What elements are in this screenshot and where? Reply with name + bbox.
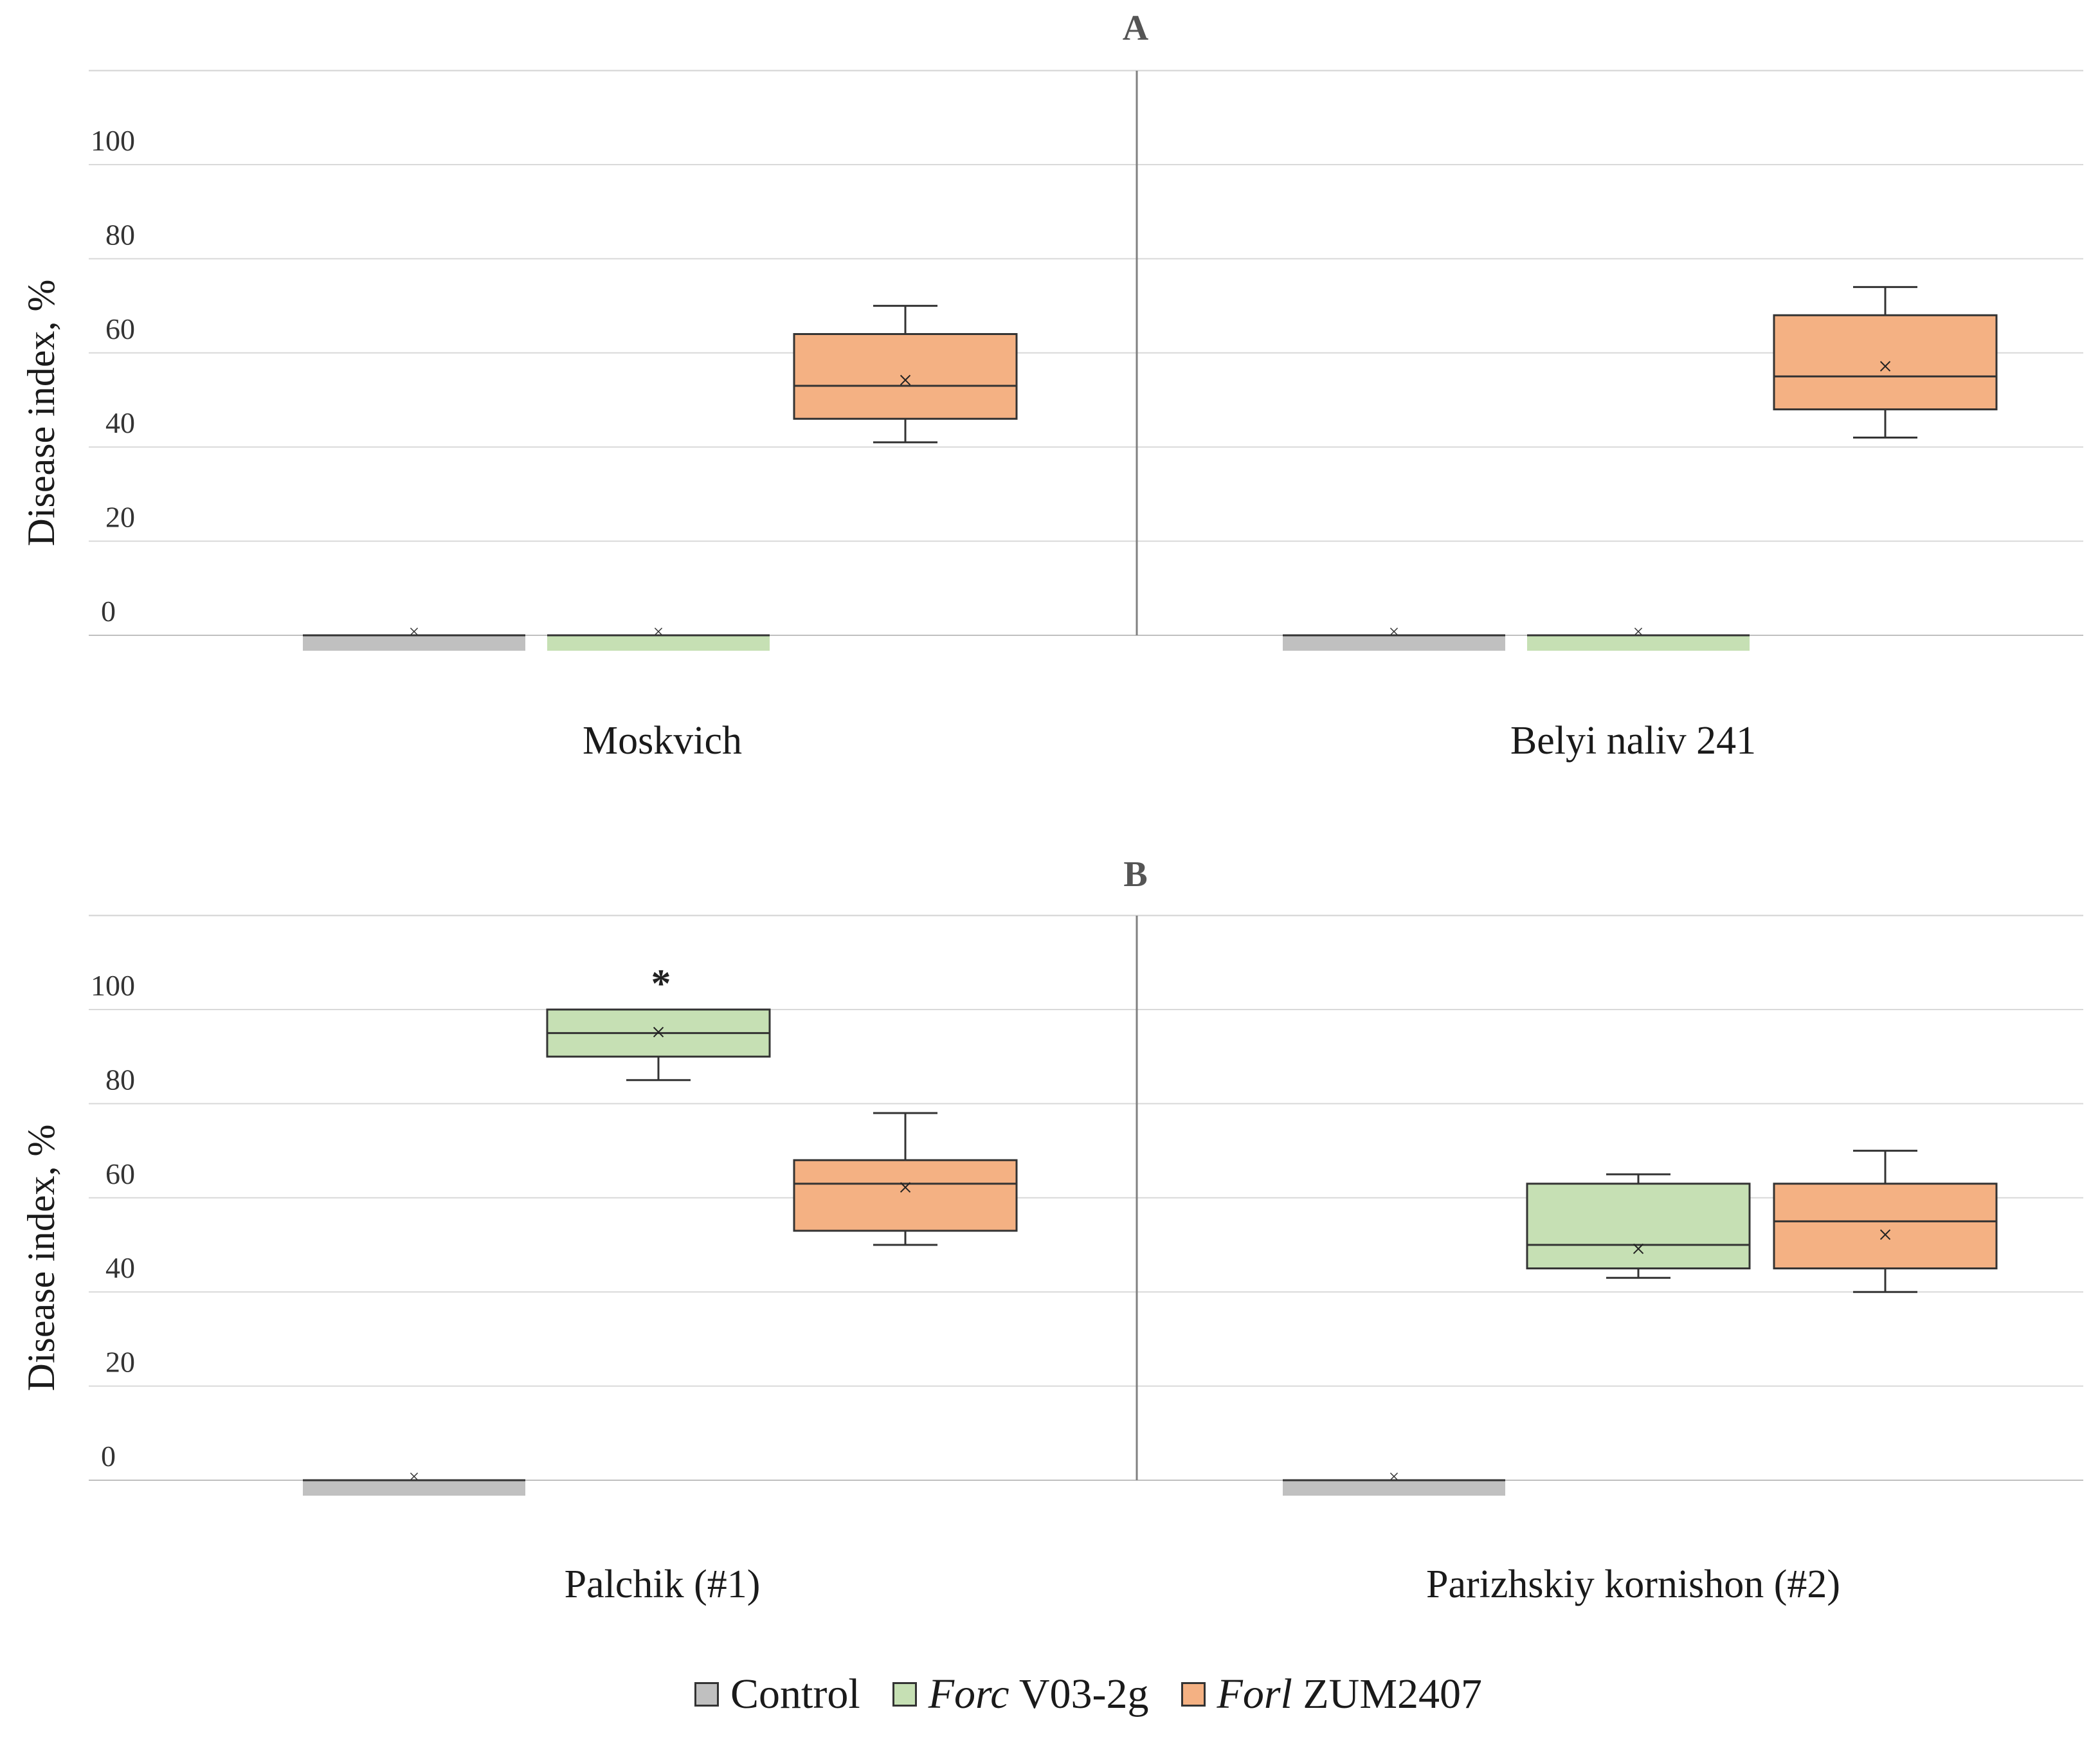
y-tick-label: 60: [105, 313, 135, 345]
panel-b: B 0 20 40 60 80 100 Disease index, % Palchik (#1…: [20, 855, 2083, 1606]
y-axis-label: Disease index, %: [20, 1125, 62, 1391]
mean-marker: ×: [409, 1466, 420, 1487]
box-moskvich-forc-v03-2g: ×: [547, 621, 770, 651]
y-tick-label: 100: [91, 124, 135, 157]
legend-label-forl: Forl ZUM2407: [1217, 1671, 1483, 1717]
legend-swatch-forl: [1181, 1682, 1206, 1707]
zero-box: [547, 635, 770, 651]
box-iqr: [793, 333, 1018, 420]
legend-item-control: Control: [694, 1670, 860, 1719]
mean-marker: ×: [651, 1018, 666, 1047]
box-parizhskiy-kornishon-2-control: ×: [1283, 1466, 1505, 1496]
category-label: Moskvich: [583, 719, 742, 763]
zero-box: [1527, 635, 1750, 651]
zero-box: [1283, 1480, 1505, 1496]
box-iqr: [1773, 1183, 1998, 1270]
box-belyi-naliv-241-forc-v03-2g: ×: [1527, 621, 1750, 651]
legend-item-forc: Forc V03-2g: [892, 1670, 1149, 1719]
y-tick-label: 40: [105, 406, 135, 439]
mean-marker: ×: [898, 366, 913, 395]
box-belyi-naliv-241-control: ×: [1283, 621, 1505, 651]
panel-title: A: [1123, 8, 1149, 48]
y-tick-label: 20: [105, 1346, 135, 1379]
mean-marker: ×: [1878, 352, 1893, 381]
mean-marker: ×: [898, 1173, 913, 1202]
legend-swatch-control: [694, 1682, 719, 1707]
y-tick-label: 20: [105, 501, 135, 534]
mean-marker: ×: [1633, 621, 1644, 642]
box-palchik-1-forc-v03-2g: ×*: [546, 962, 771, 1082]
y-tick-label: 100: [91, 969, 135, 1002]
legend-label-control: Control: [730, 1671, 860, 1717]
significance-marker: *: [651, 962, 671, 1006]
y-tick-label: 40: [105, 1251, 135, 1284]
box-belyi-naliv-241-forl-zum2407: ×: [1773, 285, 1998, 439]
mean-marker: ×: [653, 621, 664, 642]
legend-item-forl: Forl ZUM2407: [1181, 1670, 1483, 1719]
y-axis-label: Disease index, %: [20, 280, 62, 547]
mean-marker: ×: [1878, 1220, 1893, 1249]
panel-title: B: [1123, 855, 1147, 894]
box-iqr: [1526, 1183, 1751, 1270]
box-parizhskiy-kornishon-2-forl-zum2407: ×: [1773, 1150, 1998, 1293]
box-iqr: [793, 1159, 1018, 1232]
zero-box: [303, 1480, 525, 1496]
box-palchik-1-control: ×: [303, 1466, 525, 1496]
box-palchik-1-forl-zum2407: ×: [793, 1112, 1018, 1246]
zero-box: [303, 635, 525, 651]
y-tick-label: 0: [101, 1440, 116, 1473]
mean-marker: ×: [1389, 621, 1400, 642]
panel-a: A 0 20 40 60 80 100 Disease index, % Moskvich × × ×…: [20, 8, 2083, 763]
y-tick-label: 80: [105, 1063, 135, 1096]
legend-label-forc: Forc V03-2g: [928, 1671, 1149, 1717]
mean-marker: ×: [1631, 1234, 1646, 1263]
category-label: Palchik (#1): [565, 1563, 761, 1606]
zero-box: [1283, 635, 1505, 651]
box-parizhskiy-kornishon-2-forc-v03-2g: ×: [1526, 1173, 1751, 1279]
category-label: Belyi naliv 241: [1510, 719, 1756, 763]
legend: Control Forc V03-2g Forl ZUM2407: [694, 1665, 1482, 1723]
legend-swatch-forc: [892, 1682, 917, 1707]
box-moskvich-control: ×: [303, 621, 525, 651]
mean-marker: ×: [409, 621, 420, 642]
box-moskvich-forl-zum2407: ×: [793, 305, 1018, 444]
y-tick-label: 60: [105, 1157, 135, 1190]
category-label: Parizhskiy kornishon (#2): [1426, 1563, 1840, 1606]
box-iqr: [1773, 314, 1998, 411]
y-tick-label: 0: [101, 595, 116, 628]
mean-marker: ×: [1389, 1466, 1400, 1487]
y-tick-label: 80: [105, 218, 135, 251]
